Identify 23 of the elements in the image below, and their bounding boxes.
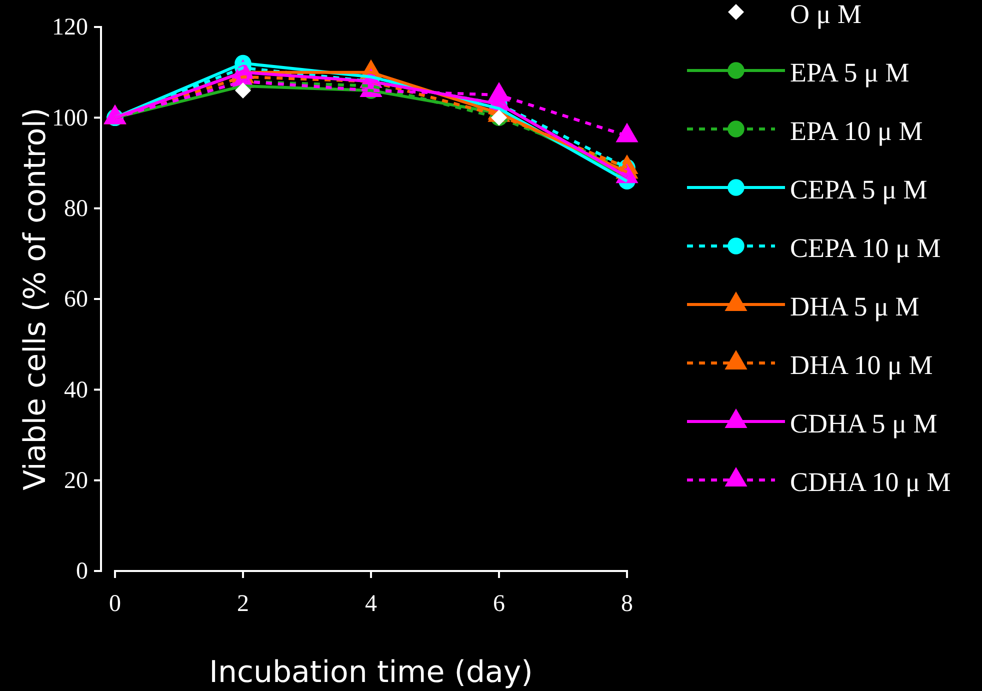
- legend-label: O μ M: [790, 0, 862, 29]
- y-tick-label: 40: [64, 377, 88, 404]
- y-tick-label: 120: [52, 14, 88, 41]
- x-axis-title: Incubation time (day): [209, 655, 533, 690]
- x-tick-label: 2: [237, 591, 249, 618]
- y-tick-label: 80: [64, 196, 88, 222]
- y-tick-label: 20: [64, 468, 88, 494]
- y-tick-label: 0: [76, 558, 88, 585]
- x-tick-label: 0: [109, 591, 121, 618]
- y-axis-title: Viable cells (% of control): [18, 108, 53, 490]
- legend-label: CEPA 5 μ M: [790, 174, 928, 204]
- legend-label: DHA 10 μ M: [790, 350, 933, 380]
- legend-label: CDHA 5 μ M: [790, 408, 938, 438]
- x-tick-label: 6: [493, 591, 505, 618]
- legend-label: CEPA 10 μ M: [790, 233, 941, 263]
- y-tick-label: 100: [52, 105, 88, 132]
- x-tick-label: 4: [365, 591, 377, 618]
- legend-label: EPA 5 μ M: [790, 58, 910, 88]
- legend-label: CDHA 10 μ M: [790, 467, 951, 497]
- x-tick-label: 8: [621, 591, 633, 618]
- y-tick-label: 60: [64, 286, 88, 313]
- legend-label: DHA 5 μ M: [790, 292, 920, 322]
- legend-label: EPA 10 μ M: [790, 116, 923, 146]
